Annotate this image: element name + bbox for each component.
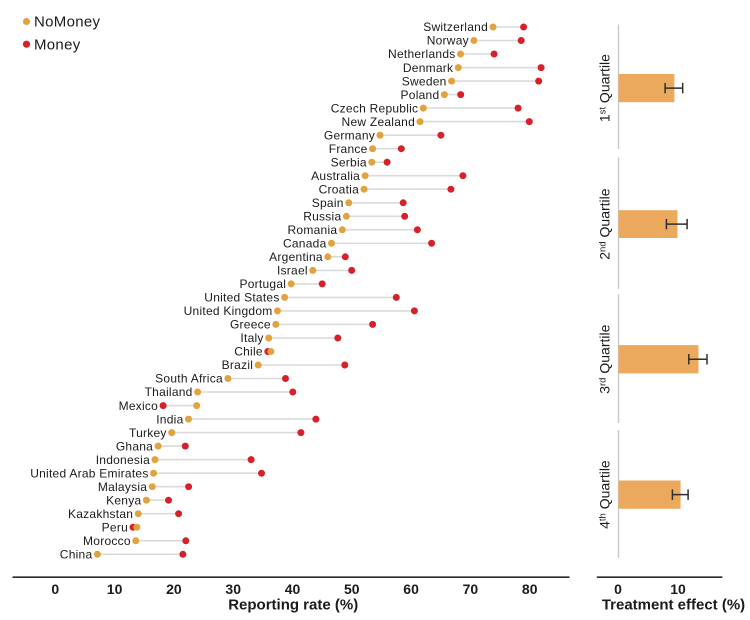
svg-text:50: 50: [344, 581, 360, 597]
svg-text:Mexico: Mexico: [119, 399, 159, 413]
svg-text:Indonesia: Indonesia: [96, 453, 150, 467]
svg-text:Serbia: Serbia: [331, 155, 367, 169]
svg-text:Money: Money: [34, 36, 81, 53]
svg-text:Italy: Italy: [240, 331, 263, 345]
svg-text:Poland: Poland: [401, 88, 440, 102]
svg-text:Sweden: Sweden: [402, 74, 447, 88]
svg-text:Ghana: Ghana: [116, 439, 153, 453]
svg-text:France: France: [329, 142, 368, 156]
svg-text:0: 0: [614, 581, 622, 597]
svg-text:Morocco: Morocco: [83, 534, 131, 548]
svg-text:Reporting rate (%): Reporting rate (%): [228, 597, 358, 614]
svg-text:Peru: Peru: [102, 520, 128, 534]
svg-text:Romania: Romania: [288, 223, 338, 237]
svg-text:Norway: Norway: [427, 34, 469, 48]
svg-text:New Zealand: New Zealand: [342, 115, 415, 129]
svg-text:Australia: Australia: [311, 169, 360, 183]
svg-text:1st Quartile: 1st Quartile: [597, 54, 613, 122]
svg-text:Thailand: Thailand: [145, 385, 193, 399]
svg-text:Germany: Germany: [324, 128, 375, 142]
svg-text:Canada: Canada: [283, 237, 327, 251]
svg-text:United Arab Emirates: United Arab Emirates: [30, 466, 148, 480]
svg-text:Kenya: Kenya: [106, 493, 141, 507]
svg-text:Malaysia: Malaysia: [98, 480, 147, 494]
svg-text:NoMoney: NoMoney: [34, 14, 100, 31]
svg-text:India: India: [156, 412, 183, 426]
svg-text:China: China: [60, 548, 93, 562]
svg-text:United Kingdom: United Kingdom: [184, 304, 273, 318]
svg-text:Kazakhstan: Kazakhstan: [68, 507, 133, 521]
svg-text:Czech Republic: Czech Republic: [331, 101, 419, 115]
svg-text:Russia: Russia: [303, 210, 341, 224]
svg-text:Netherlands: Netherlands: [388, 47, 455, 61]
svg-text:Portugal: Portugal: [239, 277, 286, 291]
svg-text:10: 10: [107, 581, 123, 597]
svg-text:30: 30: [225, 581, 241, 597]
svg-text:Brazil: Brazil: [222, 358, 254, 372]
svg-text:Spain: Spain: [312, 196, 344, 210]
svg-text:Switzerland: Switzerland: [423, 20, 488, 34]
svg-text:40: 40: [285, 581, 301, 597]
svg-text:2nd Quartile: 2nd Quartile: [597, 188, 613, 259]
svg-text:Chile: Chile: [234, 345, 263, 359]
svg-text:80: 80: [522, 581, 538, 597]
svg-text:4th Quartile: 4th Quartile: [597, 460, 613, 529]
svg-text:Turkey: Turkey: [129, 426, 167, 440]
svg-text:Israel: Israel: [277, 264, 308, 278]
svg-text:Treatment effect (%): Treatment effect (%): [602, 597, 745, 614]
svg-text:South Africa: South Africa: [155, 372, 223, 386]
svg-text:0: 0: [51, 581, 59, 597]
svg-text:Croatia: Croatia: [319, 182, 360, 196]
svg-text:United States: United States: [204, 291, 279, 305]
svg-text:Denmark: Denmark: [403, 61, 454, 75]
svg-text:20: 20: [166, 581, 182, 597]
svg-text:Greece: Greece: [230, 318, 271, 332]
svg-text:Argentina: Argentina: [269, 250, 323, 264]
svg-text:10: 10: [670, 581, 686, 597]
svg-text:60: 60: [403, 581, 419, 597]
svg-text:70: 70: [463, 581, 479, 597]
svg-text:3rd Quartile: 3rd Quartile: [597, 324, 613, 393]
